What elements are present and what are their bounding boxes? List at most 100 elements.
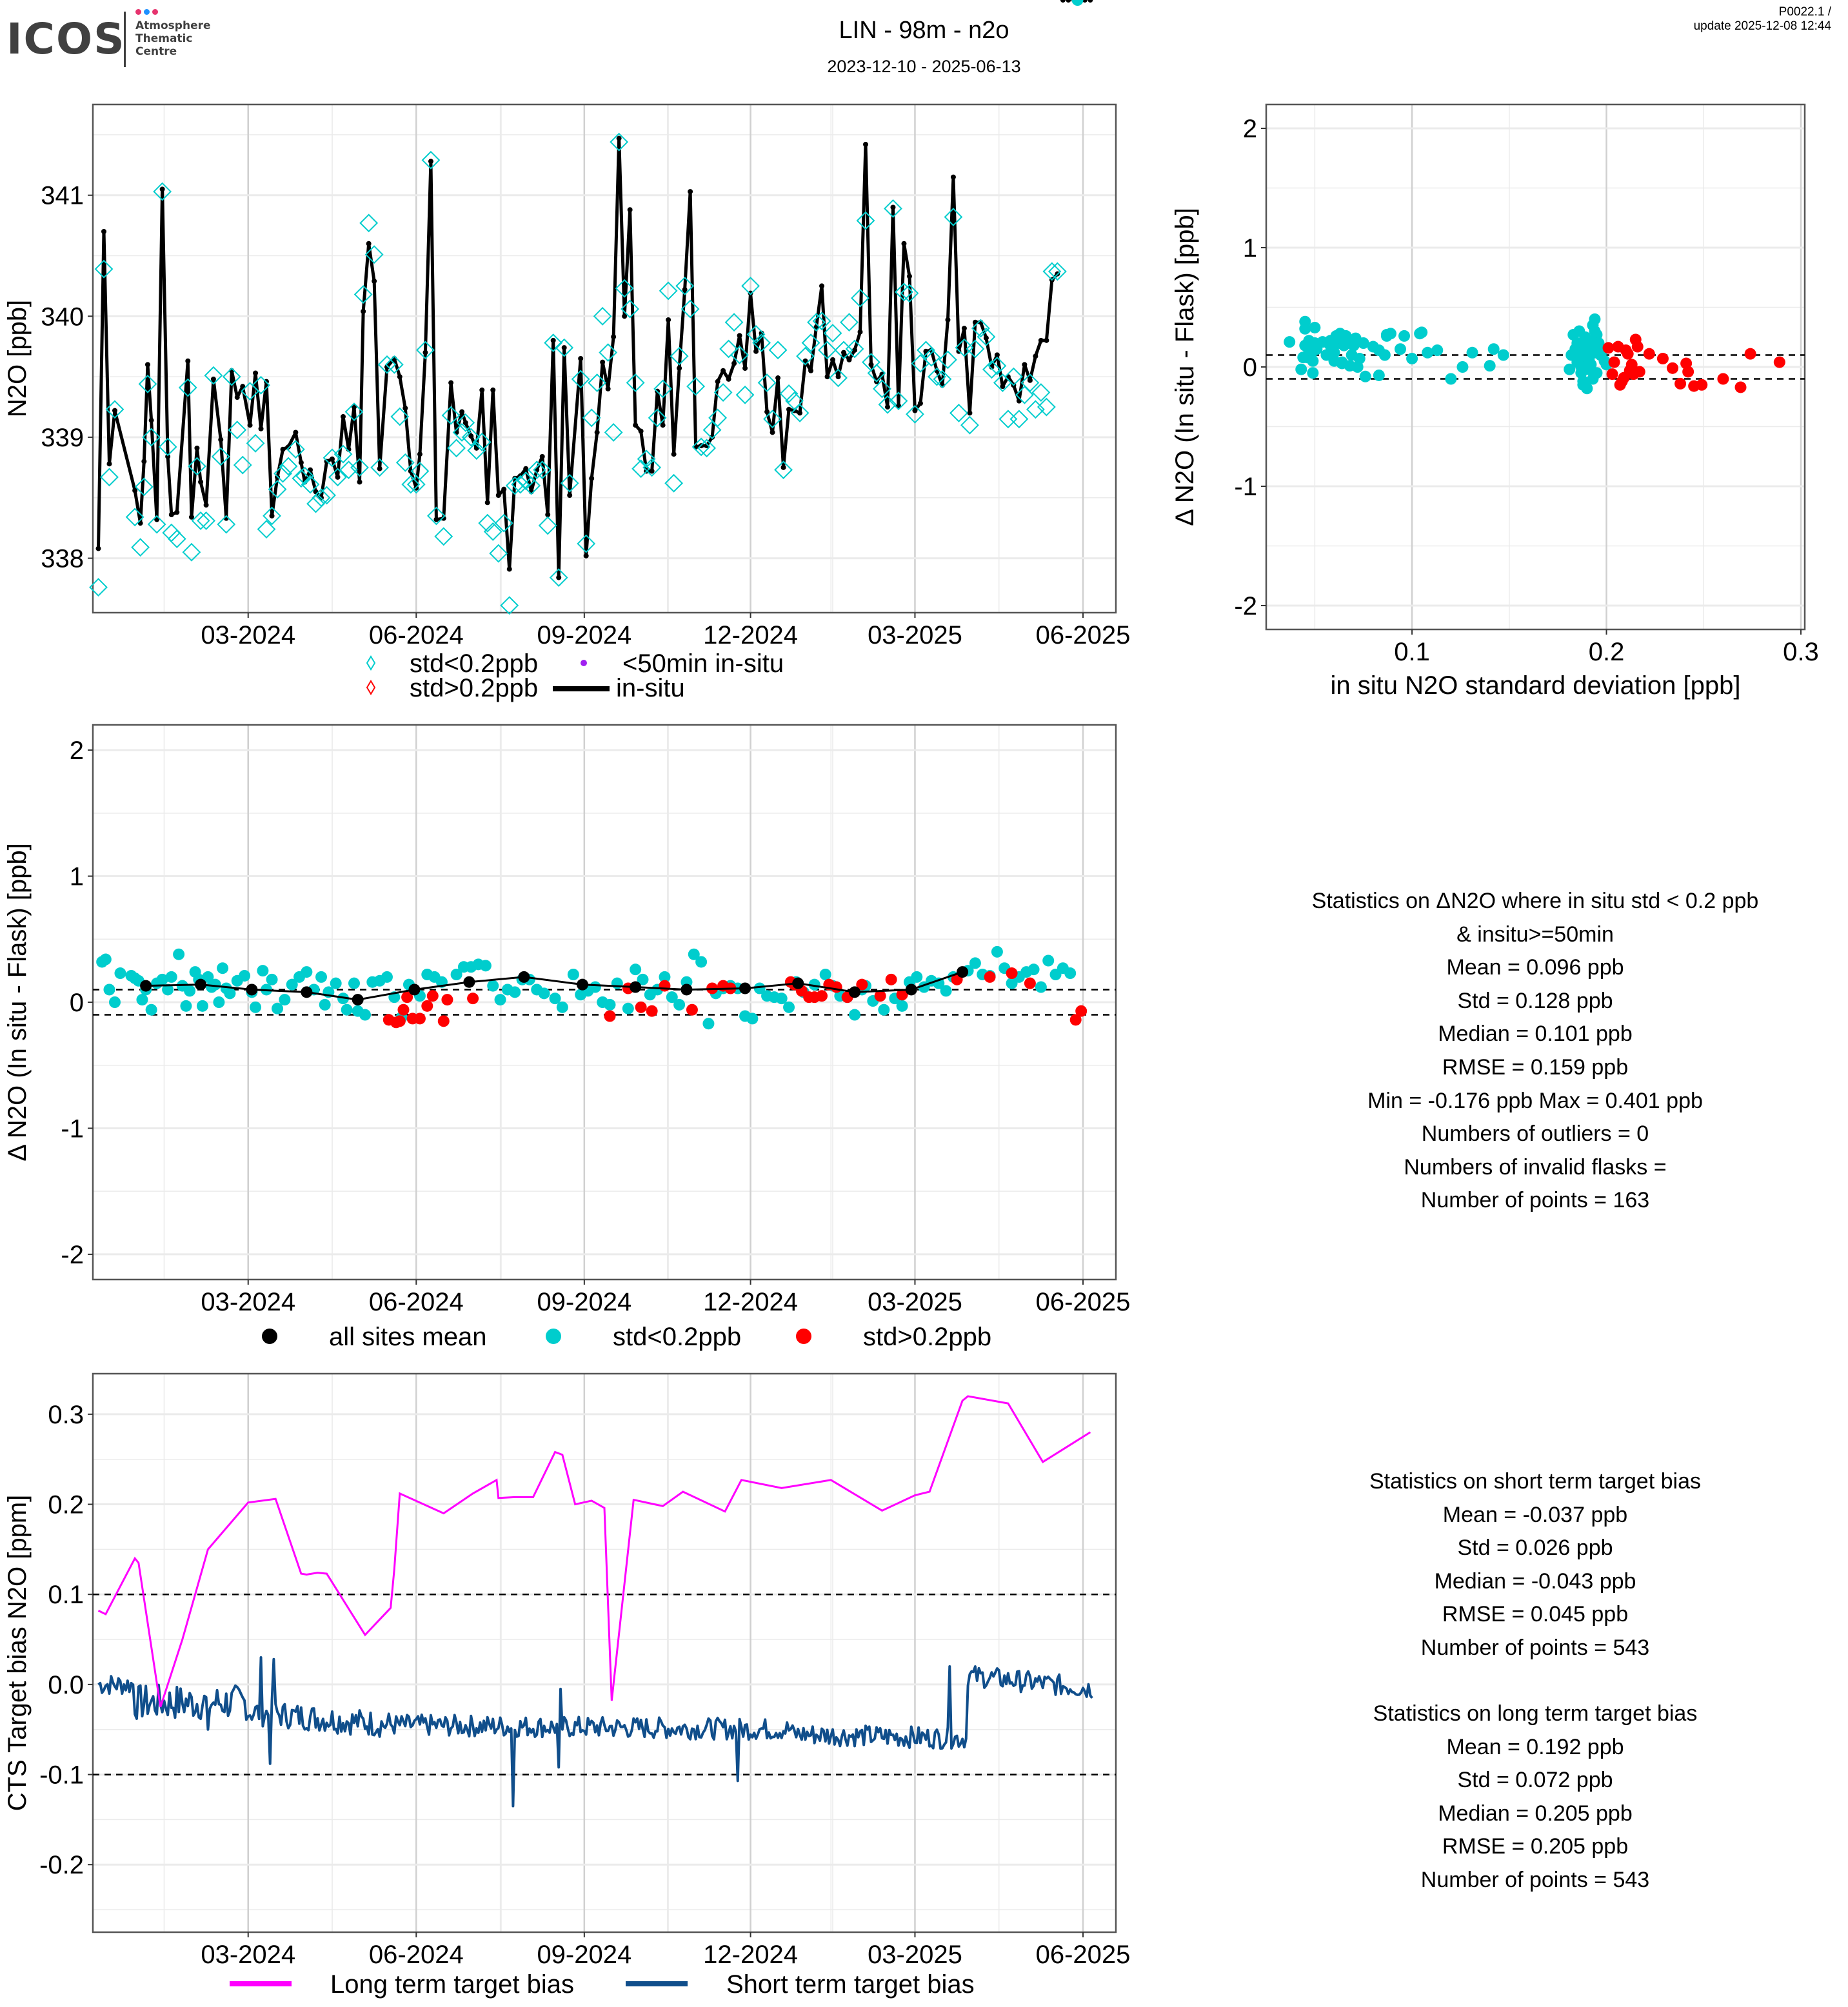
legend-dot-icon bbox=[546, 1329, 561, 1344]
point-std-low bbox=[1565, 349, 1578, 361]
insitu-point bbox=[819, 283, 825, 289]
insitu-point bbox=[441, 515, 446, 521]
long-term-bias-line bbox=[97, 1395, 1091, 1708]
flask-diamond bbox=[204, 366, 223, 385]
insitu-point bbox=[428, 159, 433, 164]
flask-diamond bbox=[100, 468, 119, 487]
insitu-point bbox=[240, 384, 246, 390]
insitu-point bbox=[737, 333, 742, 339]
insitu-point bbox=[1066, 0, 1071, 3]
flask-diamond bbox=[790, 404, 810, 422]
insitu-point bbox=[422, 350, 428, 355]
flask-diamond bbox=[158, 437, 177, 457]
insitu-point bbox=[622, 313, 628, 319]
y-tick-label: 1 bbox=[70, 863, 84, 891]
flask-diamond bbox=[538, 516, 557, 535]
point-std-low bbox=[341, 1004, 353, 1016]
insitu-point bbox=[835, 374, 841, 380]
point-std-low bbox=[145, 1004, 157, 1016]
insitu-point bbox=[666, 317, 671, 322]
flask-diamond bbox=[900, 284, 919, 303]
long-term-bias-statistics: Statistics on long term target bias Mean … bbox=[1245, 1697, 1825, 1897]
flask-diamond bbox=[895, 282, 913, 302]
point-std-high bbox=[1696, 379, 1708, 391]
insitu-point bbox=[611, 334, 617, 340]
legend-line-icon bbox=[579, 686, 584, 691]
stats-line: Number of points = 543 bbox=[1420, 1635, 1650, 1660]
point-std-high bbox=[1773, 356, 1785, 368]
flask-diamond bbox=[217, 515, 236, 534]
stats-line: & insitu>=50min bbox=[1456, 922, 1614, 947]
insitu-point bbox=[830, 357, 836, 362]
point-std-low bbox=[819, 969, 831, 980]
insitu-point bbox=[106, 461, 112, 467]
flask-diamond bbox=[134, 477, 154, 497]
flask-diamond bbox=[664, 473, 684, 493]
mean-point bbox=[849, 986, 861, 998]
insitu-point bbox=[330, 456, 335, 462]
flask-diamond bbox=[427, 506, 446, 526]
insitu-point bbox=[917, 400, 923, 406]
y-tick-label: 2 bbox=[70, 737, 84, 765]
flask-diamond bbox=[167, 529, 186, 548]
point-std-high bbox=[1633, 366, 1645, 378]
flask-diamond bbox=[982, 360, 1001, 379]
mean-point bbox=[352, 994, 364, 1006]
x-tick-label: 03-2024 bbox=[201, 1941, 295, 1969]
flask-diamond bbox=[222, 367, 241, 386]
point-std-low bbox=[250, 1001, 262, 1013]
x-tick-label: 09-2024 bbox=[537, 1288, 631, 1316]
point-std-low bbox=[359, 1009, 371, 1021]
flask-diamond bbox=[279, 457, 298, 476]
flask-diamond bbox=[350, 458, 369, 477]
point-std-high bbox=[984, 971, 996, 983]
flask-diamond bbox=[472, 433, 492, 451]
stats-line: RMSE = 0.205 ppb bbox=[1442, 1834, 1629, 1859]
point-std-high bbox=[1656, 353, 1669, 365]
insitu-point bbox=[539, 453, 545, 459]
insitu-point bbox=[141, 459, 147, 464]
point-std-low bbox=[589, 981, 601, 993]
mean-point bbox=[195, 978, 207, 991]
point-std-low bbox=[114, 967, 126, 980]
point-std-high bbox=[413, 1013, 426, 1025]
insitu-point bbox=[627, 207, 633, 213]
legend-dot-icon bbox=[262, 1329, 277, 1344]
flask-diamond bbox=[197, 511, 216, 530]
insitu-point bbox=[112, 408, 117, 413]
insitu-point bbox=[710, 434, 715, 440]
point-std-low bbox=[487, 980, 499, 992]
flask-diamond bbox=[89, 578, 108, 597]
insitu-point bbox=[194, 445, 200, 451]
point-std-high bbox=[1069, 1014, 1082, 1026]
flask-diamond bbox=[889, 391, 908, 411]
insitu-point bbox=[185, 358, 191, 364]
y-tick-label: -2 bbox=[1234, 592, 1257, 620]
point-std-low bbox=[450, 969, 462, 980]
y-tick-label: -2 bbox=[61, 1241, 84, 1269]
point-std-low bbox=[286, 978, 298, 991]
insitu-point bbox=[775, 375, 781, 381]
insitu-point bbox=[1038, 337, 1044, 343]
point-std-low bbox=[1484, 360, 1496, 372]
x-tick-label: 0.1 bbox=[1394, 638, 1430, 666]
version-label: P0022.1 / bbox=[1778, 5, 1831, 19]
flask-diamond bbox=[977, 327, 996, 346]
point-std-high bbox=[467, 993, 479, 1005]
point-std-high bbox=[646, 1005, 658, 1017]
flask-diamond bbox=[577, 534, 596, 553]
y-tick-label: 0.3 bbox=[48, 1401, 84, 1429]
legend-label: std<0.2ppb bbox=[410, 649, 538, 678]
point-std-high bbox=[874, 990, 886, 1002]
point-std-high bbox=[393, 1015, 406, 1027]
insitu-point bbox=[1082, 0, 1088, 3]
y-tick-label: 341 bbox=[41, 182, 84, 210]
point-std-low bbox=[604, 998, 616, 1011]
insitu-point bbox=[780, 464, 786, 470]
point-std-high bbox=[1075, 1005, 1088, 1017]
flask-diamond bbox=[599, 343, 618, 362]
y-axis-label: CTS Target bias N2O [ppm] bbox=[3, 1495, 32, 1812]
flask-diamond bbox=[735, 385, 755, 404]
insitu-line bbox=[96, 137, 1059, 580]
flask-diamond bbox=[370, 458, 390, 477]
